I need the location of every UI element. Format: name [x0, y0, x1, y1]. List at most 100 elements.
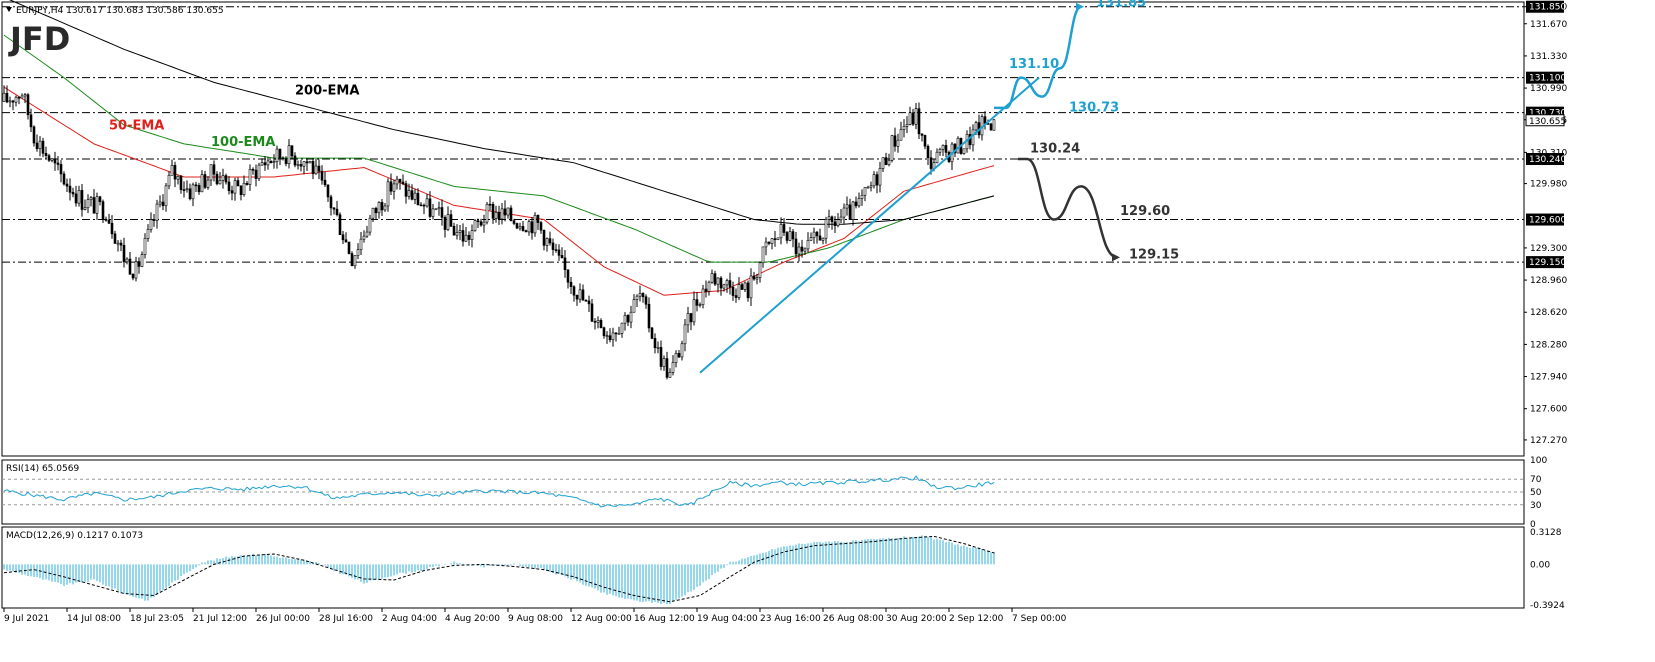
time-tick-label: 7 Sep 00:00	[1012, 614, 1067, 624]
price-tick-label: 131.330	[1530, 52, 1567, 62]
candle-body	[806, 240, 810, 250]
candle-body	[881, 157, 885, 169]
candle-body	[86, 199, 90, 209]
candle-body	[17, 96, 21, 99]
candle-body	[872, 174, 876, 187]
candle-body	[482, 221, 486, 226]
candle-body	[146, 229, 150, 239]
candle-body	[680, 343, 684, 358]
candle-body	[785, 232, 789, 241]
candle-body	[518, 226, 522, 229]
candle-body	[374, 207, 378, 214]
candle-body	[287, 145, 291, 165]
candle-body	[410, 190, 414, 200]
price-tick-label: 129.980	[1530, 180, 1567, 190]
candle-body	[140, 254, 144, 267]
candle-body	[764, 241, 768, 248]
candle-body	[890, 135, 894, 161]
candle-body	[317, 165, 321, 172]
candle-body	[401, 181, 405, 184]
candle-body	[362, 235, 366, 240]
candle-body	[245, 182, 249, 185]
candle-body	[455, 232, 459, 236]
candle-body	[476, 220, 480, 222]
candle-body	[614, 332, 618, 335]
rsi-header: RSI(14) 65.0569	[6, 464, 79, 474]
candle-body	[452, 226, 456, 236]
candle-body	[275, 148, 279, 162]
candle-body	[974, 122, 978, 131]
candle-body	[503, 208, 507, 216]
jfd-logo: JFD	[8, 20, 70, 58]
candle-body	[380, 202, 384, 211]
ema200-line	[8, 0, 995, 225]
candle-body	[551, 242, 555, 250]
candle-body	[809, 237, 813, 241]
candle-body	[497, 211, 501, 220]
candle-body	[878, 168, 882, 186]
candle-body	[971, 129, 975, 146]
candle-body	[242, 182, 246, 195]
candle-body	[62, 173, 66, 185]
candle-body	[134, 261, 138, 279]
candle-body	[269, 160, 273, 163]
candle-body	[542, 229, 546, 246]
candle-body	[104, 218, 108, 221]
candle-body	[440, 207, 444, 218]
candle-body	[173, 165, 177, 180]
candle-body	[875, 174, 879, 186]
candle-body	[50, 158, 54, 161]
candle-body	[467, 234, 471, 240]
candle-body	[575, 294, 579, 300]
candle-body	[716, 277, 720, 285]
candle-body	[524, 230, 528, 233]
candle-body	[383, 205, 387, 211]
candle-body	[35, 142, 39, 150]
candle-body	[41, 140, 45, 154]
candle-body	[443, 217, 447, 230]
candle-body	[845, 204, 849, 209]
candle-body	[77, 190, 81, 204]
candle-body	[431, 208, 435, 217]
candle-body	[779, 224, 783, 239]
candle-body	[11, 100, 15, 103]
candle-body	[761, 246, 765, 264]
time-tick-label: 26 Aug 08:00	[823, 614, 884, 624]
candle-body	[323, 179, 327, 186]
candle-body	[32, 126, 36, 144]
candle-body	[68, 185, 72, 193]
candle-body	[737, 284, 741, 298]
candle-body	[527, 221, 531, 233]
candle-body	[128, 258, 132, 275]
candle-body	[815, 231, 819, 237]
candle-body	[47, 155, 51, 161]
candle-body	[566, 269, 570, 283]
candle-body	[791, 231, 795, 240]
candle-body	[206, 179, 210, 188]
candle-body	[536, 214, 540, 223]
candle-body	[473, 220, 477, 231]
candle-body	[161, 201, 165, 207]
candle-body	[911, 112, 915, 125]
candle-body	[326, 184, 330, 198]
price-tick-label: 129.300	[1530, 244, 1567, 254]
candle-body	[533, 214, 537, 234]
candle-body	[842, 207, 846, 218]
candle-body	[563, 257, 567, 271]
candle-body	[122, 244, 126, 263]
candle-body	[788, 231, 792, 241]
candle-body	[992, 119, 996, 131]
rsi-tick-label: 0	[1530, 520, 1536, 530]
candle-body	[83, 207, 87, 210]
candle-body	[953, 143, 957, 154]
candle-body	[350, 253, 354, 267]
candle-body	[353, 255, 357, 267]
ema-lines: 200-EMA 50-EMA 100-EMA	[3, 0, 995, 296]
candle-body	[461, 230, 465, 242]
candle-body	[596, 320, 600, 323]
candle-body	[632, 299, 636, 313]
candle-body	[113, 233, 117, 244]
level-tag-label: 130.240	[1529, 155, 1566, 165]
symbol-header: EURJPY,H4 130.617 130.683 130.586 130.65…	[16, 6, 224, 16]
candle-body	[644, 296, 648, 305]
